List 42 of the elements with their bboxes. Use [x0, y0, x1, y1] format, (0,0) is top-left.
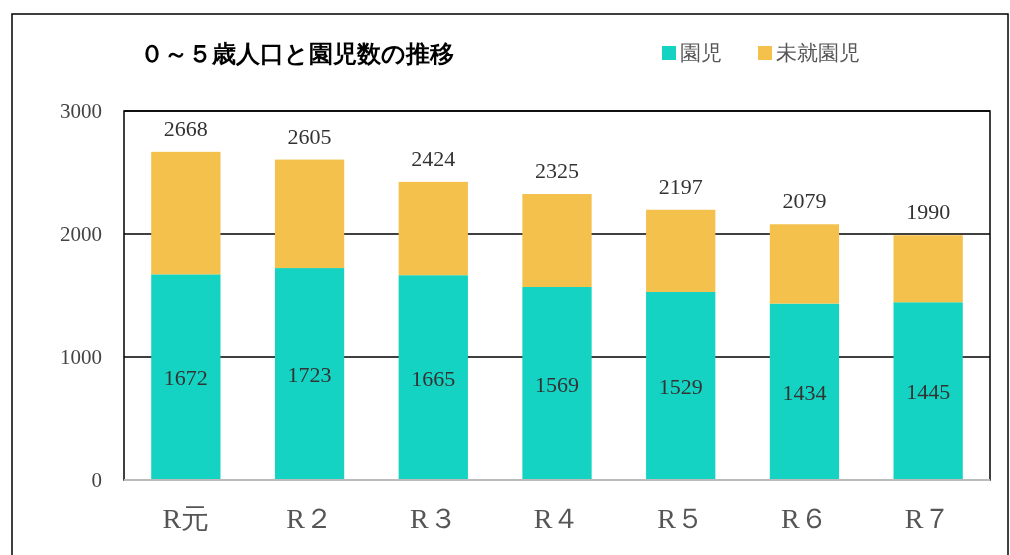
bar — [769, 303, 840, 480]
total-label: 2424 — [411, 145, 456, 171]
chart-title: ０～５歳人口と園児数の推移 — [140, 40, 454, 68]
data-label: 1445 — [906, 379, 951, 405]
bar — [151, 274, 221, 480]
bar — [522, 287, 592, 480]
x-tick-label: R２ — [286, 503, 333, 534]
x-tick-label: R元 — [162, 503, 210, 534]
x-tick-label: R５ — [657, 503, 705, 534]
data-label: 1434 — [782, 379, 827, 405]
x-tick-label: R７ — [904, 503, 952, 534]
y-tick-label: 1000 — [60, 345, 102, 369]
total-label: 2605 — [287, 123, 332, 149]
data-label: 1672 — [163, 365, 208, 391]
x-tick-label: R６ — [781, 503, 828, 534]
y-tick-label: 3000 — [60, 99, 102, 123]
bar — [522, 194, 592, 288]
total-label: 2079 — [782, 188, 827, 214]
x-tick-label: R３ — [409, 503, 457, 534]
bar — [769, 224, 840, 304]
bar — [646, 291, 716, 480]
y-tick-label: 0 — [91, 468, 102, 492]
y-tick-label: 2000 — [60, 222, 102, 246]
bar — [274, 268, 345, 480]
data-label: 1529 — [658, 373, 703, 399]
bar — [398, 275, 468, 480]
total-label: 2668 — [163, 115, 208, 141]
data-label: 1723 — [287, 362, 332, 388]
bar — [893, 302, 963, 480]
bar — [151, 151, 221, 275]
total-label: 2197 — [658, 173, 703, 199]
bar — [274, 159, 345, 269]
bar — [893, 235, 963, 303]
legend-label: 未就園児 — [776, 41, 860, 65]
x-tick-label: R４ — [533, 503, 581, 534]
bar — [646, 209, 716, 292]
data-label: 1569 — [535, 371, 579, 397]
total-label: 1990 — [906, 199, 951, 225]
data-label: 1665 — [411, 365, 456, 391]
total-label: 2325 — [535, 158, 579, 184]
legend-label: 園児 — [680, 41, 722, 65]
bar — [398, 181, 468, 276]
